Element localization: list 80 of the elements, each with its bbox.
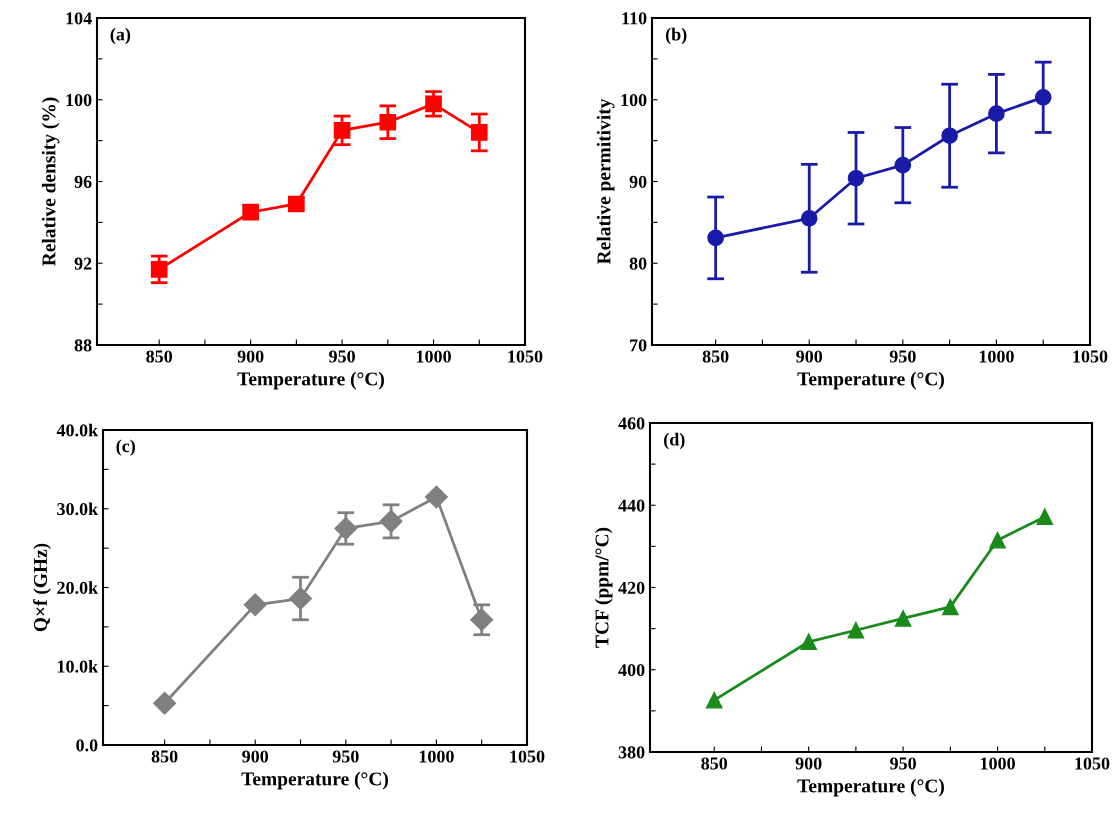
annotation: (b) (665, 27, 687, 45)
y-axis-title: TCF (ppm/°C) (594, 527, 613, 648)
x-tick-label: 1000 (979, 350, 1014, 363)
point (847, 169, 865, 187)
x-tick-label: 950 (329, 350, 355, 363)
point (894, 156, 912, 174)
x-tick-label: 1000 (980, 757, 1015, 770)
y-tick-label: 10.0k (57, 659, 99, 673)
y-tick-label: 40.0k (56, 423, 99, 437)
point (379, 509, 403, 533)
x-axis-title: Temperature (°C) (237, 371, 384, 390)
annotation: (c) (116, 439, 135, 456)
x-axis-title: Temperature (°C) (241, 771, 388, 790)
y-tick-label: 400 (618, 664, 645, 677)
point (847, 621, 865, 639)
y-axis-title: Relative density (%) (41, 97, 60, 266)
x-tick-label: 850 (146, 350, 173, 363)
y-tick-label: 88 (74, 339, 92, 352)
y-tick-label: 30.0k (57, 502, 99, 516)
y-tick-label: 440 (618, 499, 645, 512)
y-tick-label: 100 (621, 94, 647, 107)
x-tick-label: 1050 (1073, 350, 1108, 363)
y-tick-label: 380 (618, 746, 645, 759)
y-axis-title: Q×f (GHz) (33, 543, 51, 632)
point (800, 209, 818, 227)
y-tick-label: 20.0k (57, 581, 99, 595)
point (988, 105, 1005, 122)
point (150, 261, 168, 278)
x-tick-label: 900 (795, 757, 822, 770)
y-tick-label: 420 (618, 581, 645, 594)
x-tick-label: 900 (796, 350, 823, 363)
annotation: (a) (110, 27, 131, 45)
y-tick-label: 110 (622, 12, 647, 25)
point (470, 124, 488, 141)
y-tick-label: 80 (629, 257, 647, 270)
point (288, 195, 305, 213)
point (153, 691, 177, 715)
y-tick-label: 90 (629, 175, 647, 188)
point (989, 531, 1006, 549)
point (424, 485, 448, 509)
y-tick-label: 92 (74, 257, 92, 270)
point (1036, 508, 1054, 526)
x-axis-title: Temperature (°C) (797, 778, 944, 797)
point (243, 593, 267, 617)
x-tick-label: 900 (242, 750, 269, 763)
point (470, 608, 494, 632)
point (379, 113, 397, 131)
x-tick-label: 950 (332, 750, 359, 763)
point (705, 691, 723, 709)
y-tick-label: 0.0 (76, 739, 98, 752)
point (894, 610, 912, 627)
y-tick-label: 104 (66, 12, 92, 25)
y-tick-label: 460 (618, 417, 645, 430)
x-tick-label: 1050 (510, 750, 545, 763)
y-tick-label: 96 (74, 175, 92, 188)
x-tick-label: 1000 (419, 750, 454, 763)
point (1034, 88, 1052, 106)
annotation: (d) (664, 432, 685, 450)
point (707, 229, 724, 247)
x-tick-label: 950 (889, 350, 916, 363)
point (333, 122, 351, 139)
x-tick-label: 950 (890, 757, 916, 770)
x-tick-label: 1000 (416, 350, 451, 363)
point (941, 127, 958, 145)
x-axis-title: Temperature (°C) (797, 371, 944, 390)
point (800, 633, 818, 651)
point (425, 95, 442, 113)
y-tick-label: 100 (66, 94, 92, 107)
x-tick-label: 850 (701, 757, 728, 770)
point (941, 598, 959, 616)
x-tick-label: 850 (702, 350, 729, 363)
point (334, 516, 358, 540)
x-tick-label: 850 (151, 750, 178, 763)
point (289, 587, 313, 611)
x-tick-label: 900 (237, 350, 264, 363)
y-tick-label: 70 (630, 339, 647, 352)
x-tick-label: 1050 (1075, 757, 1110, 770)
y-axis-title: Relative permitivity (596, 98, 615, 265)
point (242, 203, 259, 221)
x-tick-label: 1050 (508, 350, 543, 363)
